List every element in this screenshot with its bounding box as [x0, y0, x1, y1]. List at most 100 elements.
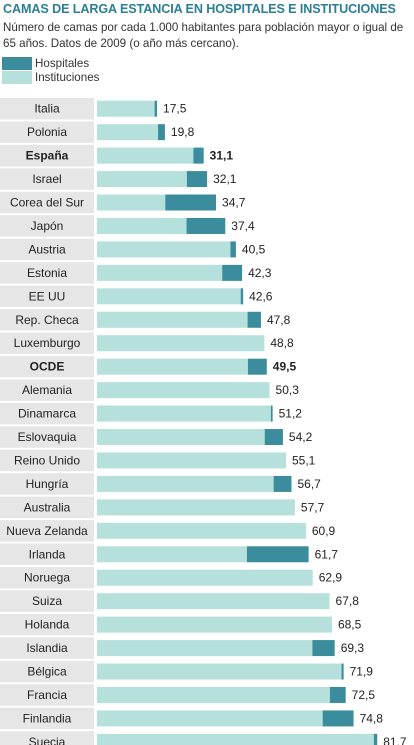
category-label-ocde: OCDE — [30, 360, 65, 374]
category-label-israel: Israel — [32, 172, 61, 186]
bar-instituciones-austria — [97, 241, 231, 258]
category-label-australia: Australia — [24, 500, 71, 514]
row-label-bg-reino-unido — [0, 449, 94, 472]
value-label-hungria: 56,7 — [297, 477, 321, 491]
bar-hospitales-espana — [193, 147, 204, 164]
bar-instituciones-francia — [97, 686, 330, 703]
legend-item-instituciones: Instituciones — [2, 71, 99, 84]
bar-hospitales-austria — [230, 241, 236, 258]
row-label-bg-rep-checa — [0, 309, 94, 331]
bar-instituciones-noruega — [97, 569, 313, 586]
bar-instituciones-belgica — [97, 663, 342, 680]
row-label-bg-dinamarca — [0, 402, 94, 425]
bar-instituciones-rep-checa — [97, 311, 248, 328]
bar-hospitales-ee-uu — [240, 288, 244, 305]
legend-item-hospitales: Hospitales — [2, 57, 89, 70]
value-label-nueva-zelanda: 60,9 — [312, 524, 336, 538]
bar-hospitales-ocde — [247, 358, 267, 375]
value-label-austria: 40,5 — [242, 242, 266, 256]
value-label-islandia: 69,3 — [341, 641, 365, 655]
bar-instituciones-hungria — [97, 475, 274, 492]
value-label-corea-del-sur: 34,7 — [222, 196, 246, 210]
bar-hospitales-rep-checa — [247, 311, 261, 328]
category-label-suecia: Suecia — [29, 735, 66, 745]
bar-instituciones-finlandia — [97, 710, 323, 727]
bar-hospitales-francia — [329, 686, 346, 703]
value-label-polonia: 19,8 — [171, 125, 195, 139]
category-label-ee-uu: EE UU — [29, 289, 66, 303]
row-label-bg-polonia — [0, 121, 94, 143]
bar-instituciones-nueva-zelanda — [97, 522, 306, 539]
category-label-suiza: Suiza — [32, 594, 62, 608]
bar-instituciones-ocde — [97, 358, 248, 375]
row-label-bg-francia — [0, 684, 94, 706]
row-label-bg-irlanda — [0, 543, 94, 565]
value-label-luxemburgo: 48,8 — [270, 336, 294, 350]
bar-instituciones-espana — [97, 147, 194, 164]
bar-instituciones-alemania — [97, 382, 270, 399]
category-label-austria: Austria — [28, 242, 66, 256]
value-label-francia: 72,5 — [352, 688, 376, 702]
row-label-bg-espana — [0, 144, 94, 167]
bar-instituciones-japon — [97, 217, 187, 234]
value-label-belgica: 71,9 — [350, 665, 374, 679]
bar-hospitales-dinamarca — [270, 405, 273, 422]
value-label-reino-unido: 55,1 — [292, 453, 316, 467]
bar-instituciones-suecia — [97, 733, 374, 745]
category-label-dinamarca: Dinamarca — [18, 407, 76, 421]
row-label-bg-suecia — [0, 731, 94, 745]
bar-instituciones-ee-uu — [97, 288, 241, 305]
bar-hospitales-eslovaquia — [264, 429, 283, 446]
value-label-australia: 57,7 — [301, 500, 325, 514]
category-label-corea-del-sur: Corea del Sur — [10, 196, 84, 210]
value-label-rep-checa: 47,8 — [267, 313, 291, 327]
legend-label-instituciones: Instituciones — [35, 71, 100, 84]
row-label-bg-estonia — [0, 262, 94, 284]
row-label-bg-israel — [0, 168, 94, 190]
category-label-francia: Francia — [27, 688, 67, 702]
row-label-bg-islandia — [0, 637, 94, 659]
category-label-noruega: Noruega — [24, 571, 70, 585]
category-label-eslovaquia: Eslovaquia — [18, 430, 77, 444]
bar-instituciones-polonia — [97, 124, 159, 141]
bar-instituciones-islandia — [97, 640, 313, 657]
category-label-italia: Italia — [34, 102, 60, 116]
row-label-bg-ocde — [0, 355, 94, 378]
bar-hospitales-polonia — [158, 124, 165, 141]
row-label-bg-austria — [0, 238, 94, 261]
bar-hospitales-belgica — [341, 663, 344, 680]
category-label-irlanda: Irlanda — [29, 547, 66, 561]
row-label-bg-eslovaquia — [0, 426, 94, 448]
category-label-holanda: Holanda — [25, 618, 70, 632]
category-label-rep-checa: Rep. Checa — [15, 313, 79, 327]
category-label-reino-unido: Reino Unido — [14, 453, 80, 467]
value-label-japon: 37,4 — [231, 219, 255, 233]
bar-hospitales-hungria — [273, 475, 292, 492]
bar-instituciones-luxemburgo — [97, 335, 265, 352]
bar-hospitales-italia — [154, 100, 158, 117]
value-label-eslovaquia: 54,2 — [289, 430, 313, 444]
chart-title: CAMAS DE LARGA ESTANCIA EN HOSPITALES E … — [3, 2, 396, 16]
row-label-bg-nueva-zelanda — [0, 520, 94, 542]
value-label-alemania: 50,3 — [276, 383, 300, 397]
bar-instituciones-estonia — [97, 264, 223, 281]
category-label-polonia: Polonia — [27, 125, 67, 139]
bar-hospitales-irlanda — [246, 546, 309, 563]
bar-instituciones-suiza — [97, 593, 330, 610]
value-label-suecia: 81,7 — [383, 735, 407, 745]
value-label-espana: 31,1 — [210, 149, 234, 163]
value-label-israel: 32,1 — [213, 172, 237, 186]
bar-instituciones-italia — [97, 100, 155, 117]
bar-instituciones-irlanda — [97, 546, 247, 563]
bar-hospitales-islandia — [312, 640, 335, 657]
value-label-finlandia: 74,8 — [360, 711, 384, 725]
bar-instituciones-corea-del-sur — [97, 194, 166, 211]
bar-hospitales-suecia — [373, 733, 378, 745]
bar-hospitales-finlandia — [322, 710, 354, 727]
legend-label-hospitales: Hospitales — [35, 57, 90, 70]
category-label-islandia: Islandia — [26, 641, 68, 655]
value-label-ee-uu: 42,6 — [249, 289, 273, 303]
category-label-alemania: Alemania — [22, 383, 72, 397]
bar-hospitales-israel — [186, 171, 208, 188]
row-label-bg-luxemburgo — [0, 332, 94, 354]
